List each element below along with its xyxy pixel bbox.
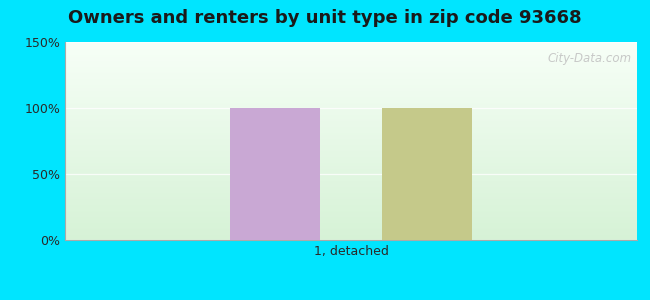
Text: City-Data.com: City-Data.com <box>547 52 631 65</box>
Bar <box>382 108 471 240</box>
Bar <box>231 108 320 240</box>
Text: Owners and renters by unit type in zip code 93668: Owners and renters by unit type in zip c… <box>68 9 582 27</box>
